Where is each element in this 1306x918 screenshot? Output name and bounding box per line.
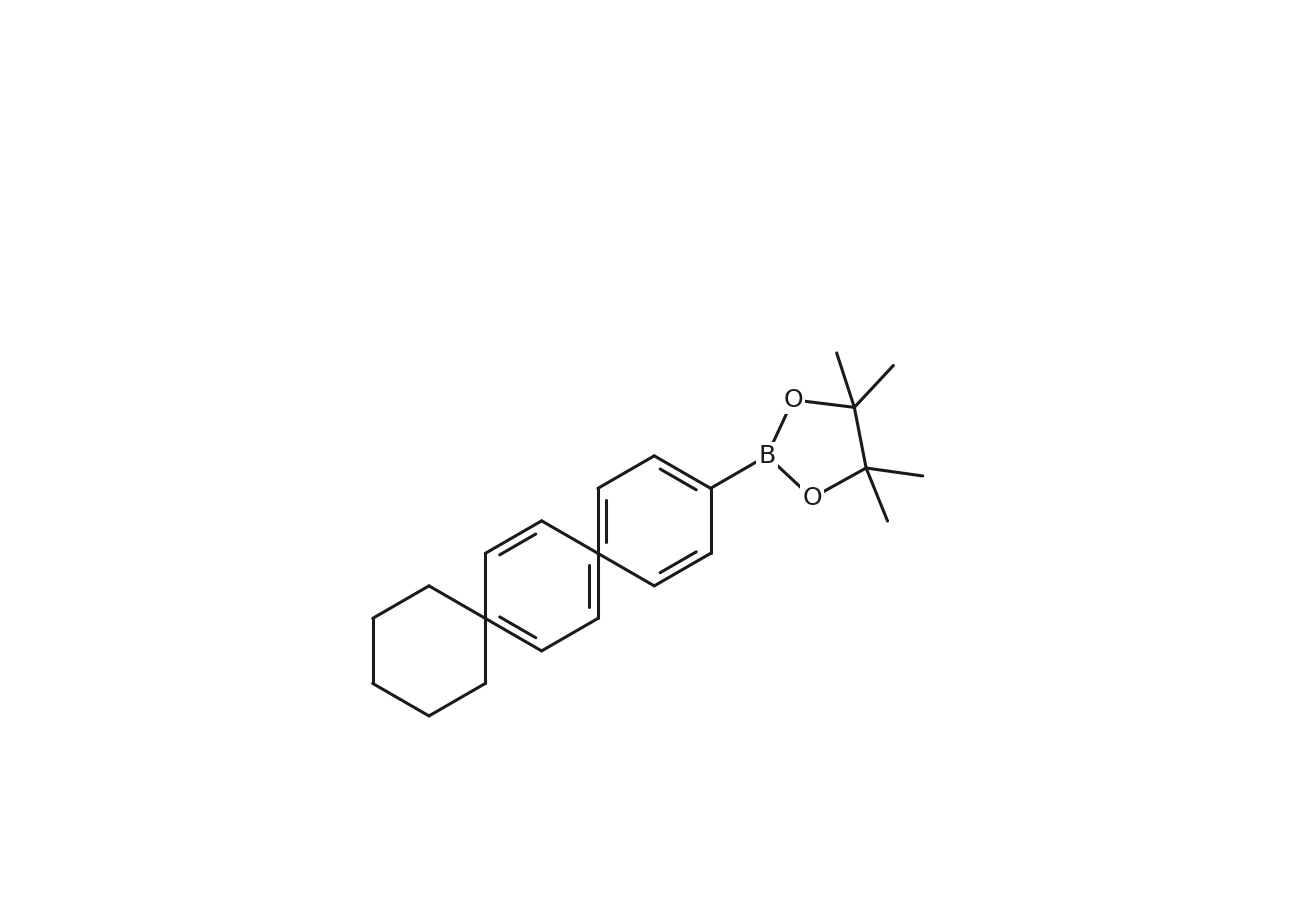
Text: O: O	[802, 486, 821, 509]
Text: O: O	[784, 387, 803, 412]
Text: B: B	[759, 443, 776, 468]
